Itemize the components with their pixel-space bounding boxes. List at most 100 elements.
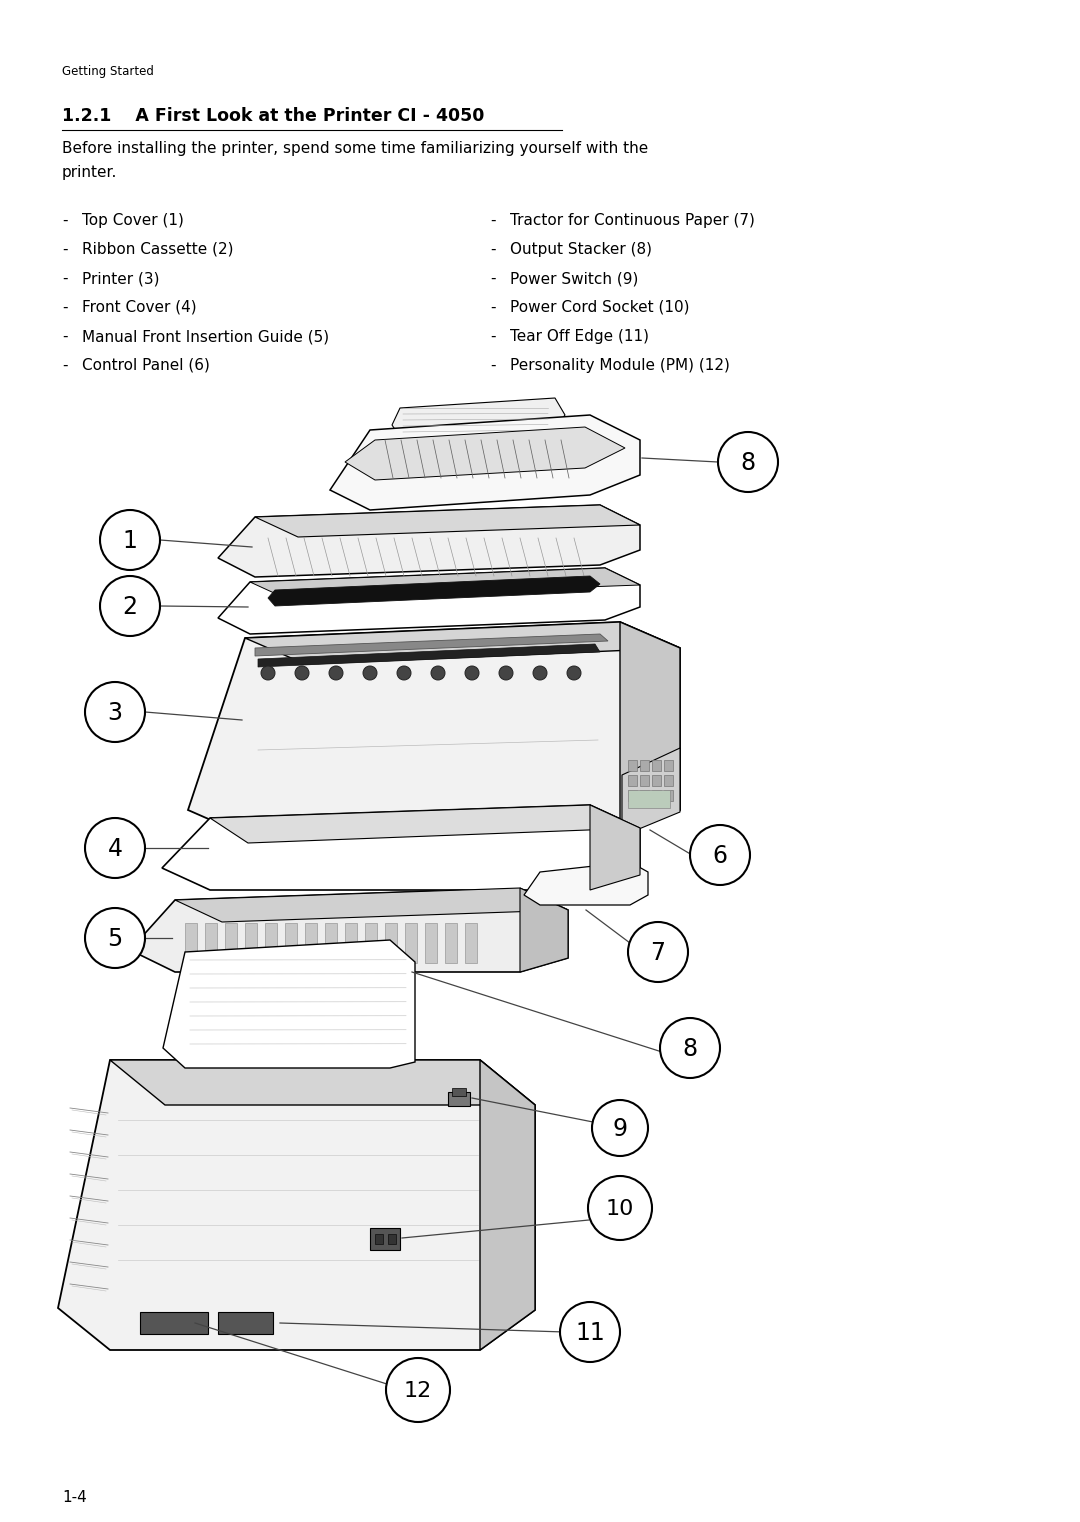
Polygon shape bbox=[175, 887, 568, 922]
Bar bbox=[218, 1312, 273, 1333]
Text: 6: 6 bbox=[713, 845, 728, 868]
Text: Front Cover (4): Front Cover (4) bbox=[82, 300, 197, 315]
Text: Tear Off Edge (11): Tear Off Edge (11) bbox=[510, 329, 649, 344]
Circle shape bbox=[363, 667, 377, 680]
Polygon shape bbox=[218, 505, 640, 577]
Polygon shape bbox=[480, 1059, 535, 1350]
Circle shape bbox=[592, 1100, 648, 1157]
Text: 7: 7 bbox=[650, 941, 665, 965]
Text: Getting Started: Getting Started bbox=[62, 65, 153, 78]
Bar bbox=[640, 759, 649, 772]
Circle shape bbox=[386, 1358, 450, 1422]
Polygon shape bbox=[590, 805, 640, 890]
Text: -: - bbox=[490, 358, 496, 373]
Bar bbox=[426, 922, 437, 963]
Text: -: - bbox=[490, 300, 496, 315]
Circle shape bbox=[718, 432, 778, 492]
Bar bbox=[627, 759, 637, 772]
Bar bbox=[205, 922, 217, 963]
Polygon shape bbox=[524, 861, 648, 906]
Circle shape bbox=[100, 575, 160, 636]
Polygon shape bbox=[258, 644, 600, 667]
Circle shape bbox=[261, 667, 275, 680]
Polygon shape bbox=[130, 887, 568, 973]
Circle shape bbox=[588, 1177, 652, 1240]
Bar bbox=[627, 790, 670, 808]
Text: 1-4: 1-4 bbox=[62, 1490, 86, 1505]
Polygon shape bbox=[188, 622, 680, 836]
Circle shape bbox=[660, 1018, 720, 1078]
Text: -: - bbox=[62, 271, 67, 286]
Polygon shape bbox=[162, 805, 640, 890]
Bar bbox=[265, 922, 276, 963]
Circle shape bbox=[329, 667, 343, 680]
Bar bbox=[405, 922, 417, 963]
Bar bbox=[448, 1091, 470, 1106]
Text: -: - bbox=[62, 213, 67, 228]
Bar bbox=[285, 922, 297, 963]
Text: 5: 5 bbox=[107, 927, 123, 951]
Text: 2: 2 bbox=[122, 595, 137, 619]
Bar bbox=[305, 922, 318, 963]
Polygon shape bbox=[249, 568, 640, 598]
Text: 12: 12 bbox=[404, 1380, 432, 1400]
Bar bbox=[627, 775, 637, 785]
Text: printer.: printer. bbox=[62, 164, 118, 180]
Bar bbox=[465, 922, 477, 963]
Text: -: - bbox=[490, 242, 496, 257]
Text: 3: 3 bbox=[108, 702, 122, 724]
Text: -: - bbox=[62, 242, 67, 257]
Polygon shape bbox=[163, 941, 415, 1068]
Bar bbox=[652, 790, 661, 801]
Text: Power Cord Socket (10): Power Cord Socket (10) bbox=[510, 300, 689, 315]
Text: Control Panel (6): Control Panel (6) bbox=[82, 358, 210, 373]
Polygon shape bbox=[330, 416, 640, 510]
Polygon shape bbox=[58, 1059, 535, 1350]
Bar bbox=[375, 1234, 383, 1243]
Bar bbox=[365, 922, 377, 963]
Bar bbox=[225, 922, 237, 963]
Polygon shape bbox=[622, 747, 680, 836]
Text: -: - bbox=[490, 329, 496, 344]
Text: 11: 11 bbox=[576, 1321, 605, 1345]
Circle shape bbox=[534, 667, 546, 680]
Bar bbox=[185, 922, 197, 963]
Bar bbox=[245, 922, 257, 963]
Text: 8: 8 bbox=[741, 451, 756, 475]
Polygon shape bbox=[210, 805, 640, 843]
Text: Personality Module (PM) (12): Personality Module (PM) (12) bbox=[510, 358, 730, 373]
Circle shape bbox=[100, 510, 160, 571]
Text: -: - bbox=[490, 213, 496, 228]
Circle shape bbox=[397, 667, 411, 680]
Text: Top Cover (1): Top Cover (1) bbox=[82, 213, 184, 228]
Bar bbox=[370, 1228, 400, 1250]
Circle shape bbox=[567, 667, 581, 680]
Bar bbox=[388, 1234, 396, 1243]
Text: Before installing the printer, spend some time familiarizing yourself with the: Before installing the printer, spend som… bbox=[62, 142, 648, 155]
Text: Ribbon Cassette (2): Ribbon Cassette (2) bbox=[82, 242, 233, 257]
Polygon shape bbox=[255, 505, 640, 537]
Circle shape bbox=[431, 667, 445, 680]
Polygon shape bbox=[218, 568, 640, 635]
Polygon shape bbox=[345, 428, 625, 479]
Bar bbox=[664, 775, 673, 785]
Text: -: - bbox=[62, 329, 67, 344]
Text: 1.2.1    A First Look at the Printer CI - 4050: 1.2.1 A First Look at the Printer CI - 4… bbox=[62, 107, 484, 125]
Polygon shape bbox=[245, 622, 680, 664]
Circle shape bbox=[295, 667, 309, 680]
Polygon shape bbox=[392, 397, 565, 437]
Bar bbox=[664, 790, 673, 801]
Circle shape bbox=[690, 825, 750, 884]
Bar bbox=[325, 922, 337, 963]
Bar bbox=[664, 759, 673, 772]
Polygon shape bbox=[519, 887, 568, 973]
Bar bbox=[453, 1088, 465, 1096]
Bar bbox=[640, 790, 649, 801]
Bar bbox=[652, 759, 661, 772]
Bar bbox=[640, 775, 649, 785]
Bar bbox=[345, 922, 357, 963]
Text: Manual Front Insertion Guide (5): Manual Front Insertion Guide (5) bbox=[82, 329, 329, 344]
Bar bbox=[445, 922, 457, 963]
Text: Power Switch (9): Power Switch (9) bbox=[510, 271, 638, 286]
Text: Output Stacker (8): Output Stacker (8) bbox=[510, 242, 652, 257]
